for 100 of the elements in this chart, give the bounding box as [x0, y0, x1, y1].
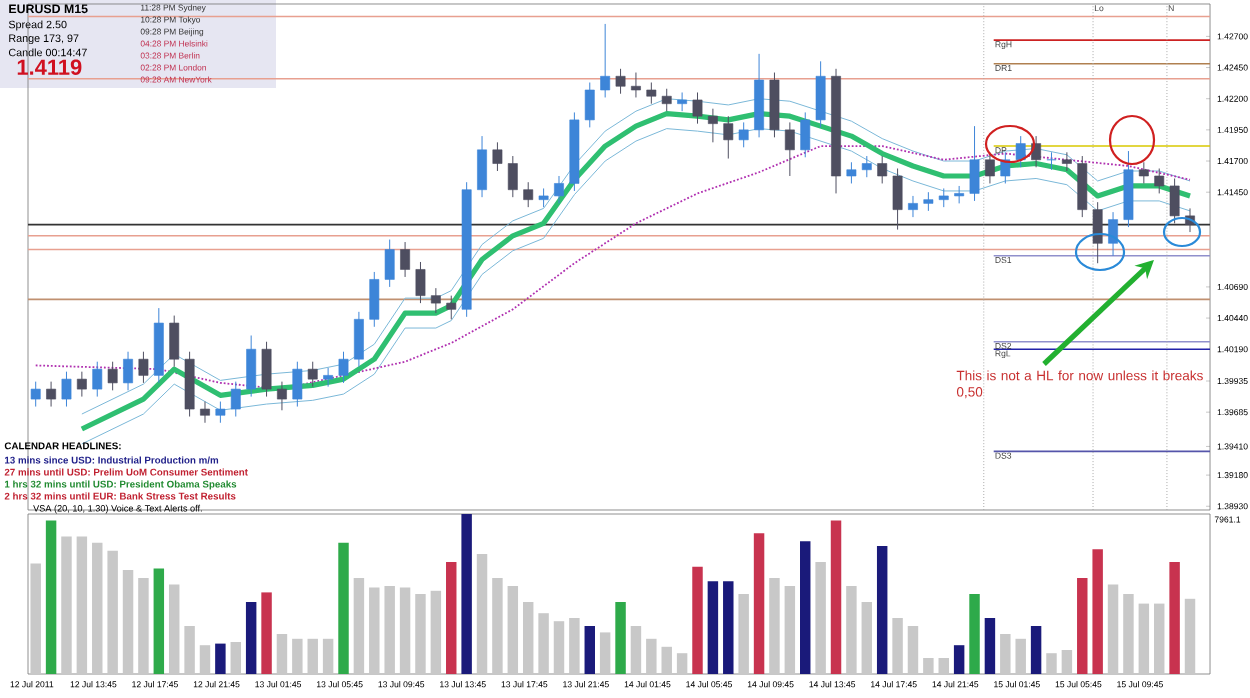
bar — [538, 613, 549, 674]
bar — [276, 634, 288, 674]
candlestick — [430, 287, 441, 314]
candlestick — [985, 151, 995, 184]
candlestick — [800, 111, 811, 158]
candlestick — [1154, 168, 1165, 194]
candlestick — [554, 175, 564, 204]
candlestick — [415, 261, 426, 304]
candlestick — [923, 191, 934, 212]
candlestick — [323, 367, 334, 388]
candlestick — [523, 181, 534, 208]
bar — [661, 646, 672, 674]
candlestick — [169, 315, 180, 368]
bar — [846, 586, 857, 674]
candlestick — [492, 141, 503, 172]
bar — [507, 586, 519, 674]
candlestick — [954, 185, 965, 204]
candlestick — [1077, 155, 1088, 218]
bar — [461, 514, 472, 674]
bar — [338, 542, 349, 674]
bar — [522, 602, 534, 674]
candlestick — [646, 82, 657, 105]
bar — [322, 638, 334, 674]
candlestick — [307, 361, 318, 388]
bar — [245, 602, 257, 674]
candlestick — [692, 91, 703, 125]
bar — [384, 586, 395, 674]
bar — [307, 638, 318, 674]
bar — [800, 541, 811, 674]
bar — [353, 578, 365, 674]
bar — [215, 643, 226, 674]
candlestick — [353, 311, 364, 368]
bar — [569, 618, 580, 674]
candlestick — [723, 115, 734, 160]
candlestick — [677, 91, 688, 112]
bar — [476, 554, 488, 674]
bar — [615, 602, 626, 674]
candlestick — [92, 361, 103, 398]
bar — [599, 632, 611, 674]
bar — [1107, 584, 1119, 674]
bar — [692, 566, 703, 674]
candlestick — [477, 135, 487, 198]
bar — [676, 653, 688, 674]
candlestick — [1015, 135, 1026, 168]
candlestick — [384, 239, 395, 288]
candlestick — [538, 187, 549, 208]
bar — [1030, 626, 1042, 674]
bar — [830, 520, 842, 674]
bar — [446, 562, 457, 674]
candlestick — [1092, 201, 1103, 264]
bar — [769, 578, 780, 674]
candlestick — [46, 381, 56, 408]
bar — [399, 587, 411, 674]
bar — [753, 533, 765, 674]
bar — [907, 626, 919, 674]
bar — [984, 618, 996, 674]
bar — [784, 586, 796, 674]
bar — [184, 626, 195, 674]
bar — [61, 536, 72, 674]
candlestick — [246, 335, 257, 398]
bar — [1015, 638, 1026, 674]
bar — [1184, 598, 1196, 674]
bar — [30, 563, 41, 674]
candlestick — [661, 88, 672, 112]
bar — [369, 587, 380, 674]
candlestick — [877, 155, 888, 184]
bar — [1077, 578, 1088, 674]
bar — [138, 578, 149, 674]
candlestick — [1108, 211, 1118, 257]
candlestick — [338, 351, 349, 384]
candlestick — [61, 371, 72, 408]
candlestick — [123, 351, 133, 391]
bar — [938, 658, 949, 674]
bar — [630, 626, 642, 674]
candlestick — [76, 371, 87, 398]
bar — [168, 584, 180, 674]
bar — [738, 594, 749, 674]
candlestick — [215, 401, 226, 424]
bar — [953, 645, 965, 674]
bar — [492, 578, 503, 674]
bar — [1153, 603, 1165, 674]
bar — [1061, 650, 1073, 674]
bar — [1123, 594, 1134, 674]
bar — [892, 618, 903, 674]
bar — [861, 602, 873, 674]
candlestick — [261, 341, 272, 398]
candlestick — [707, 108, 718, 143]
bar — [153, 568, 165, 674]
bar — [1000, 634, 1011, 674]
candlestick — [631, 72, 641, 98]
candlestick — [1138, 161, 1149, 184]
bar — [261, 592, 272, 674]
candlestick — [30, 381, 41, 408]
candlestick — [292, 361, 303, 408]
bar — [969, 594, 980, 674]
bar — [76, 536, 88, 674]
candlestick — [738, 121, 749, 148]
bar — [876, 546, 888, 674]
candlestick — [1061, 151, 1072, 172]
candlestick — [969, 125, 980, 202]
